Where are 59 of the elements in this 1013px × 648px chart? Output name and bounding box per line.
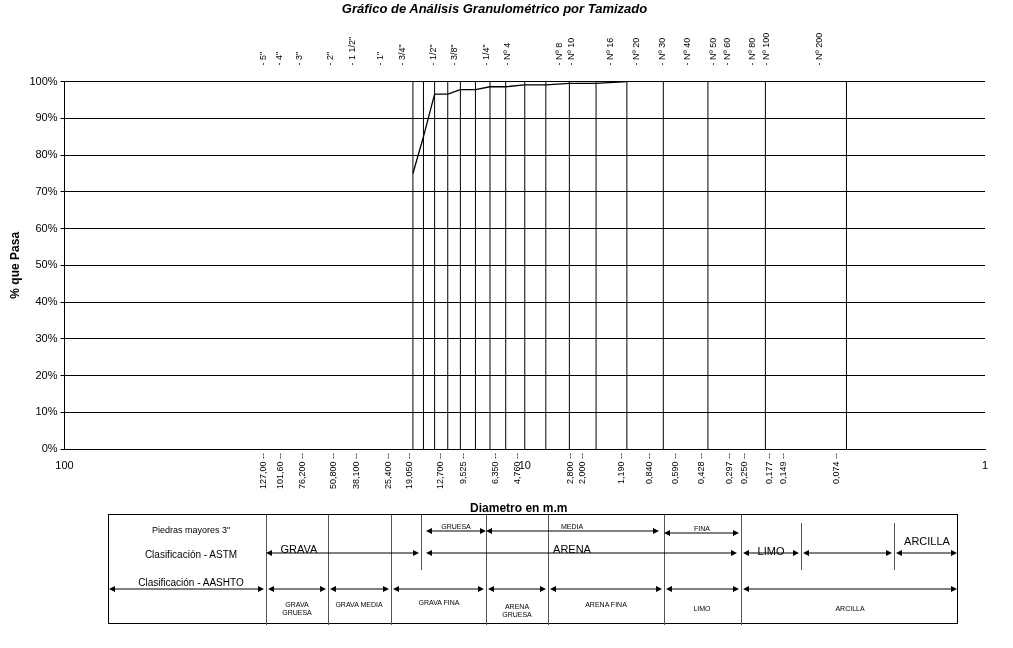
- text: 12,700 --: [435, 453, 446, 490]
- text: - Nº 30: [657, 37, 668, 66]
- y-tick-label: 40%: [35, 295, 58, 308]
- y-tick-label: 0%: [41, 442, 58, 455]
- text: - Nº 100: [760, 32, 771, 66]
- text: 2,000 --: [576, 453, 587, 485]
- text: 1,190 --: [616, 453, 627, 485]
- text: - 5": [257, 51, 268, 66]
- text: - 2": [325, 51, 336, 66]
- text: - 1 1/2": [347, 36, 358, 66]
- text: 0,840 --: [644, 453, 655, 485]
- text: - Nº 80: [746, 37, 757, 66]
- text: - Nº 50: [708, 37, 719, 66]
- text: 2,800 --: [564, 453, 575, 485]
- text: 127,00 --: [257, 453, 268, 490]
- y-tick-label: 50%: [35, 258, 58, 271]
- y-tick-label: 90%: [35, 111, 58, 124]
- text: - Nº 8: [553, 42, 564, 66]
- y-tick-label: 20%: [35, 368, 58, 381]
- text: 0,149 --: [777, 453, 788, 485]
- text: 9,525 --: [457, 453, 468, 485]
- text: 0,177 --: [763, 453, 774, 485]
- text: 76,200 --: [296, 453, 307, 490]
- text: 0,074 --: [830, 453, 841, 485]
- chart-title: Gráfico de Análisis Granulométrico por Tamizado: [341, 1, 648, 17]
- text: - 1/4": [480, 44, 491, 66]
- x-tick-label: 1: [981, 458, 989, 471]
- text: 25,400 --: [383, 453, 394, 490]
- text: 0,297 --: [723, 453, 734, 485]
- text: - 3": [293, 51, 304, 66]
- text: - Nº 16: [605, 37, 616, 66]
- text: 0,590 --: [670, 453, 681, 485]
- text: - Nº 10: [565, 37, 576, 66]
- text: 0,428 --: [696, 453, 707, 485]
- x-axis-title: Diametro en m.m: [470, 501, 568, 516]
- text: - 4": [273, 51, 284, 66]
- y-tick-label: 30%: [35, 331, 58, 344]
- text: 19,050 --: [404, 453, 415, 490]
- text: 38,100 --: [351, 453, 362, 490]
- y-tick-label: 100%: [29, 74, 58, 87]
- y-tick-label: 60%: [35, 221, 58, 234]
- text: 6,350 --: [489, 453, 500, 485]
- text: - 1/2": [428, 44, 439, 66]
- text: - Nº 60: [721, 37, 732, 66]
- text: - Nº 200: [813, 32, 824, 66]
- text: 50,800 --: [328, 453, 339, 490]
- text: - Nº 20: [631, 37, 642, 66]
- y-tick-label: 10%: [35, 405, 58, 418]
- text: 0,250 --: [738, 453, 749, 485]
- text: 101,60 --: [274, 453, 285, 490]
- text: - 3/4": [397, 44, 408, 66]
- text: - 3/8": [449, 44, 460, 66]
- text: - Nº 4: [501, 42, 512, 66]
- y-tick-label: 80%: [35, 148, 58, 161]
- x-tick-label: 100: [55, 458, 74, 471]
- text: - 1": [375, 51, 386, 66]
- text: - Nº 40: [682, 37, 693, 66]
- y-axis-title: % que Pasa: [7, 231, 22, 299]
- y-tick-label: 70%: [35, 184, 58, 197]
